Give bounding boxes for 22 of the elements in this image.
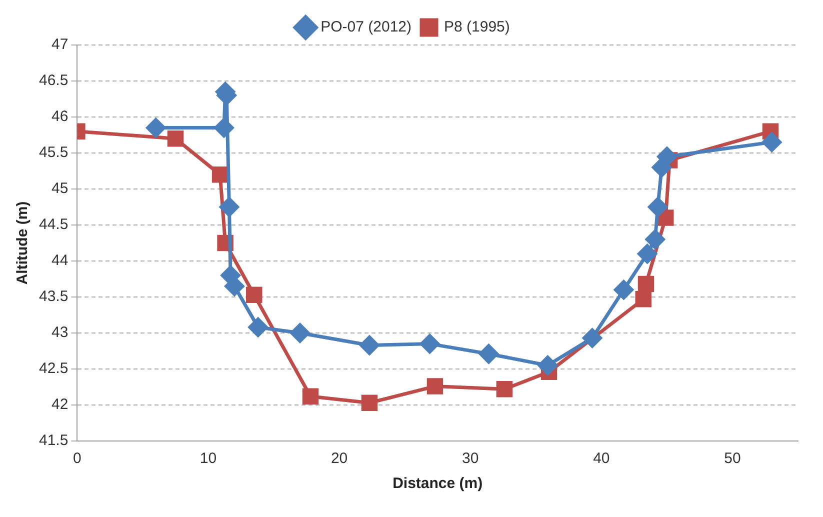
y-tick-label: 46.5 [38, 72, 68, 90]
y-tick-label: 44.5 [38, 216, 68, 234]
y-tick-label: 46 [52, 108, 68, 126]
x-tick-label: 10 [200, 450, 217, 468]
y-tick-label: 43.5 [38, 288, 68, 306]
y-tick-label: 42.5 [38, 360, 68, 378]
x-tick-label: 30 [462, 450, 479, 468]
x-axis-title: Distance (m) [392, 475, 483, 492]
y-tick-label: 43 [52, 324, 68, 342]
y-tick-label: 41.5 [38, 432, 68, 450]
y-axis-title: Altitude (m) [14, 201, 32, 285]
y-tick-label: 42 [52, 396, 68, 414]
x-tick-label: 50 [724, 450, 741, 468]
legend-label: P8 (1995) [444, 18, 510, 36]
legend-label: PO-07 (2012) [320, 18, 412, 36]
x-tick-label: 40 [593, 450, 610, 468]
y-tick-label: 47 [52, 36, 68, 54]
y-tick-label: 45 [52, 180, 68, 198]
y-tick-label: 45.5 [38, 144, 68, 162]
x-tick-label: 0 [73, 450, 82, 468]
x-tick-label: 20 [330, 450, 348, 468]
y-tick-label: 44 [52, 252, 68, 270]
